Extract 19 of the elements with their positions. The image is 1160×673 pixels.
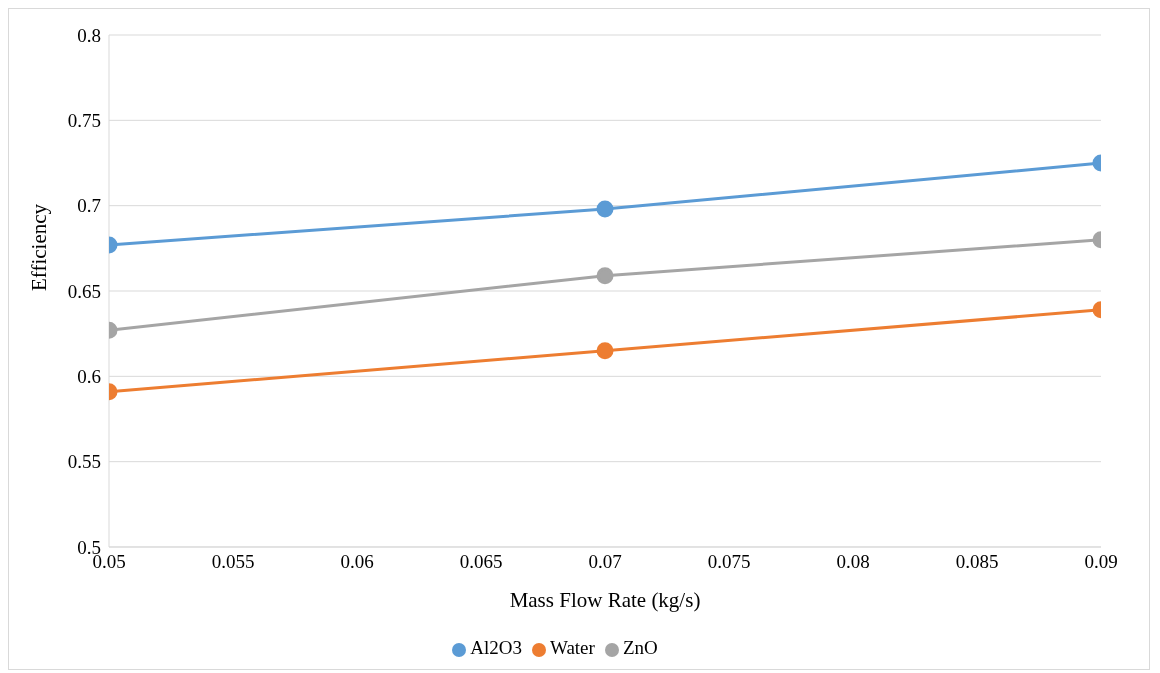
legend-label: ZnO [622,637,658,658]
x-tick-label: 0.065 [459,551,503,573]
legend-label: Water [550,637,595,658]
y-tick-label: 0.55 [67,451,101,473]
x-tick-label: 0.055 [211,551,255,573]
y-tick-label: 0.6 [77,366,101,388]
y-axis-title: Efficiency [27,203,52,291]
x-tick-label: 0.06 [340,551,374,573]
x-tick-label: 0.09 [1084,551,1118,573]
legend-label: Al2O3 [470,637,522,658]
y-tick-label: 0.8 [77,24,101,46]
x-tick-label: 0.085 [955,551,999,573]
x-tick-label: 0.075 [707,551,751,573]
y-tick-label: 0.75 [67,110,101,132]
x-tick-label: 0.07 [588,551,622,573]
x-axis-title: Mass Flow Rate (kg/s) [509,588,701,612]
y-tick-label: 0.65 [67,280,101,302]
y-tick-label: 0.7 [77,195,101,217]
x-tick-label: 0.08 [836,551,870,573]
